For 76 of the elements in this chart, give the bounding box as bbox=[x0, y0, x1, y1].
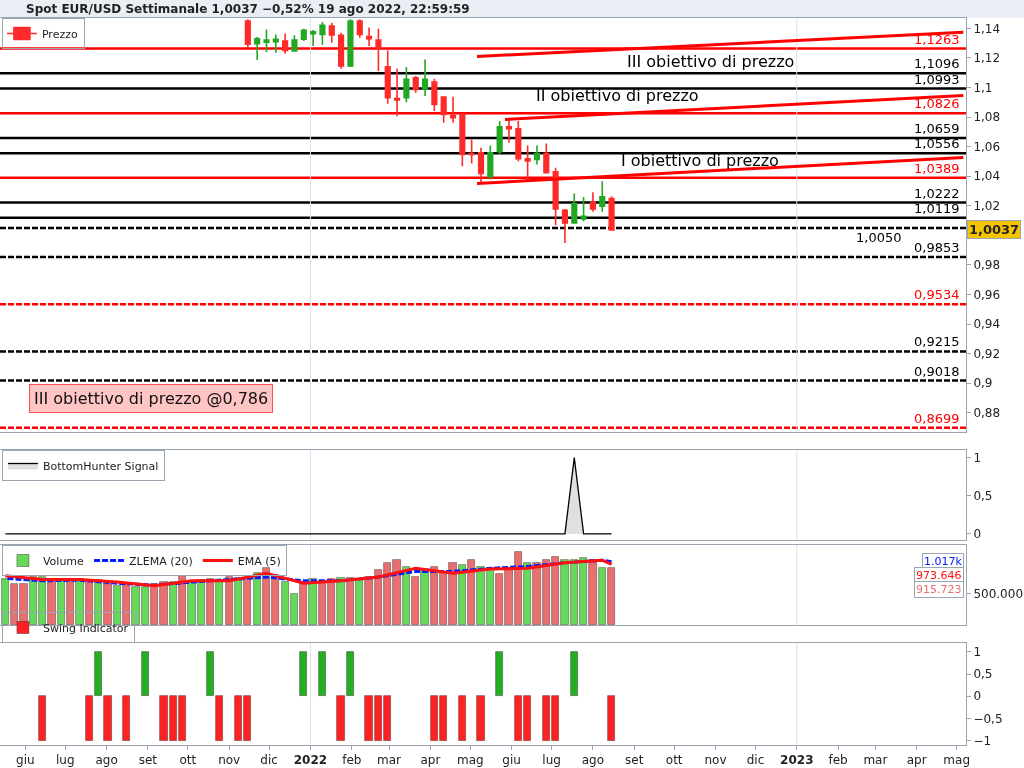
x-tick-label: nov bbox=[218, 753, 241, 768]
legend-label: EMA (5) bbox=[237, 554, 281, 568]
legend-label: Prezzo bbox=[41, 27, 78, 41]
x-tick-label: ago bbox=[95, 753, 118, 768]
x-tick-label: feb bbox=[828, 753, 848, 768]
x-tick-label: mag bbox=[943, 753, 971, 768]
annotation: 915.723 bbox=[916, 583, 962, 596]
ref-line-label: 1,1263 bbox=[914, 32, 960, 47]
y-tick-label: 0,98 bbox=[973, 258, 1001, 273]
ref-line-label: 1,0556 bbox=[914, 136, 960, 151]
x-tick-label: feb bbox=[342, 753, 362, 768]
ref-line-label: 0,9534 bbox=[914, 287, 960, 302]
x-tick-label: ago bbox=[581, 753, 605, 768]
ref-line-label: 1,0826 bbox=[914, 96, 960, 111]
x-tick-label: nov bbox=[704, 753, 727, 768]
y-tick-label: 0 bbox=[973, 527, 982, 542]
y-tick-label: 1,1 bbox=[973, 80, 993, 95]
legend-label: Swing Indicator bbox=[42, 621, 129, 635]
y-tick-label: 1,02 bbox=[973, 198, 1001, 213]
x-tick-label: mar bbox=[863, 753, 888, 768]
x-tick-label: ott bbox=[179, 753, 197, 768]
ref-line-label: 1,0222 bbox=[914, 186, 960, 201]
y-tick-label: 0,94 bbox=[973, 317, 1001, 332]
y-tick-label: 0,9 bbox=[973, 376, 993, 391]
x-tick-label: mag bbox=[457, 753, 484, 768]
y-tick-label: 1,12 bbox=[973, 51, 1001, 66]
ref-line-label: 1,0993 bbox=[914, 72, 960, 87]
y-tick-label: 1 bbox=[973, 645, 982, 660]
x-tick-label: set bbox=[625, 753, 644, 768]
annotation: III obiettivo di prezzo bbox=[627, 52, 795, 71]
ref-line-label: 1,0389 bbox=[914, 161, 960, 176]
legend-label: Volume bbox=[42, 554, 85, 568]
y-tick-label: 1 bbox=[973, 450, 982, 465]
x-tick-label: apr bbox=[906, 753, 927, 768]
x-tick-label: ott bbox=[665, 753, 683, 768]
y-tick-label: 0,96 bbox=[973, 287, 1001, 302]
ref-line-label: 0,9018 bbox=[914, 364, 960, 379]
y-tick-label: 0 bbox=[973, 689, 982, 704]
y-tick-label: 0,5 bbox=[973, 488, 993, 503]
x-tick-label: 2022 bbox=[293, 753, 328, 768]
y-tick-label: 500.000 bbox=[973, 587, 1024, 602]
y-tick-label: −1 bbox=[973, 733, 992, 748]
y-tick-label: 1,08 bbox=[973, 110, 1001, 125]
ref-line-label: 0,9853 bbox=[914, 240, 960, 255]
x-tick-label: dic bbox=[260, 753, 278, 768]
annotation: I obiettivo di prezzo bbox=[621, 151, 779, 170]
x-tick-label: giu bbox=[502, 753, 521, 768]
x-tick-label: apr bbox=[420, 753, 441, 768]
annotation: III obiettivo di prezzo @0,786 bbox=[34, 389, 269, 408]
x-tick-label: dic bbox=[746, 753, 765, 768]
y-tick-label: 0,5 bbox=[973, 667, 993, 682]
ref-line-label: 1,1096 bbox=[914, 56, 960, 71]
ref-line-label: 0,9215 bbox=[914, 334, 960, 349]
x-tick-label: lug bbox=[542, 753, 561, 768]
ref-line-label: 1,0119 bbox=[914, 201, 960, 216]
text: 1,0037 bbox=[969, 222, 1020, 237]
x-tick-label: set bbox=[138, 753, 158, 768]
annotation: II obiettivo di prezzo bbox=[536, 86, 699, 105]
x-tick-label: 2023 bbox=[780, 753, 814, 768]
y-tick-label: 1,06 bbox=[973, 139, 1001, 154]
y-tick-label: −0,5 bbox=[973, 711, 1003, 726]
y-tick-label: 1,04 bbox=[973, 169, 1001, 184]
x-tick-label: lug bbox=[56, 753, 75, 768]
y-tick-label: 1,14 bbox=[973, 21, 1001, 36]
ref-line-label: 0,8699 bbox=[914, 411, 960, 426]
annotation: 973.646 bbox=[916, 569, 962, 582]
legend-label: BottomHunter Signal bbox=[42, 459, 159, 473]
x-tick-label: giu bbox=[16, 753, 35, 768]
y-tick-label: 0,88 bbox=[973, 405, 1001, 420]
x-tick-label: mar bbox=[377, 753, 402, 768]
ref-line-label: 1,0659 bbox=[914, 121, 960, 136]
annotation: 1.017k bbox=[924, 555, 963, 568]
y-tick-label: 0,92 bbox=[973, 346, 1001, 361]
chart-title: Spot EUR/USD Settimanale 1,0037 −0,52% 19 ago 2022, 22:59:59 bbox=[26, 2, 470, 16]
legend-label: ZLEMA (20) bbox=[129, 554, 193, 568]
ref-line-label: 1,0050 bbox=[856, 230, 902, 245]
